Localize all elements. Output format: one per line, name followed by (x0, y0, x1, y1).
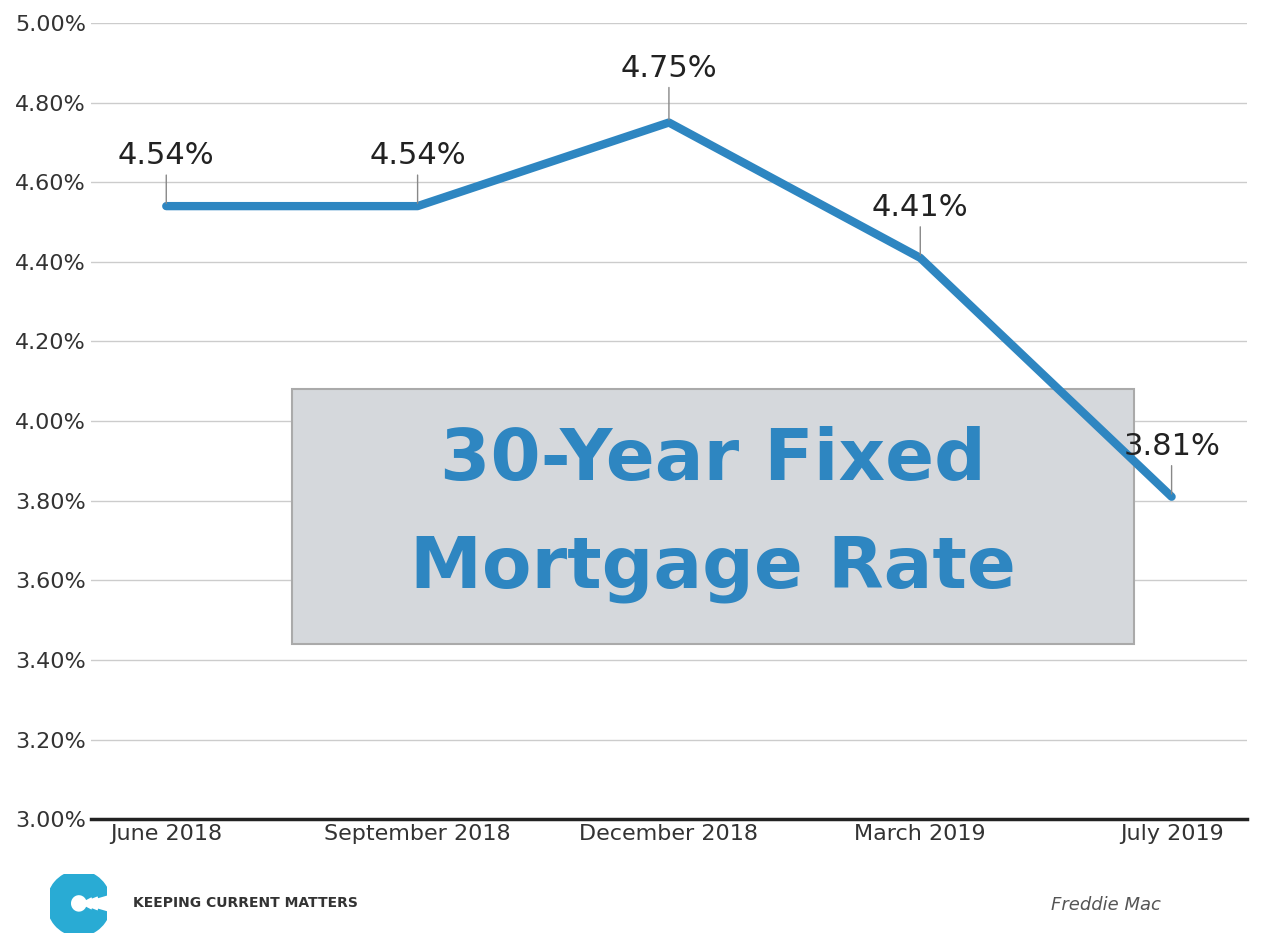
Text: 3.81%: 3.81% (1123, 432, 1220, 461)
Text: KEEPING CURRENT MATTERS: KEEPING CURRENT MATTERS (133, 897, 357, 910)
Text: 4.75%: 4.75% (621, 54, 717, 83)
Text: 4.54%: 4.54% (117, 142, 215, 170)
Text: 30-Year Fixed: 30-Year Fixed (440, 427, 986, 496)
Text: 4.54%: 4.54% (370, 142, 466, 170)
FancyBboxPatch shape (292, 389, 1133, 644)
Text: 4.41%: 4.41% (872, 193, 968, 222)
Text: Freddie Mac: Freddie Mac (1051, 896, 1161, 914)
Text: Mortgage Rate: Mortgage Rate (410, 534, 1016, 603)
